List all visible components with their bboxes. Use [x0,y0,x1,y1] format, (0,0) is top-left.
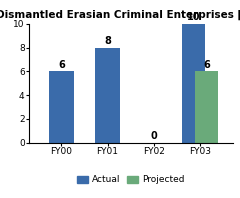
Bar [48,71,74,143]
Text: 0: 0 [151,131,157,141]
Bar [95,48,120,143]
Text: 8: 8 [104,36,111,46]
Legend: Actual, Projected: Actual, Projected [74,172,188,188]
Bar [195,71,218,143]
Title: Dismantled Erasian Criminal Enterprises [FBI]: Dismantled Erasian Criminal Enterprises … [0,10,240,20]
Text: 6: 6 [203,60,210,70]
Bar [182,24,205,143]
Text: 10: 10 [187,12,201,22]
Text: 6: 6 [58,60,65,70]
